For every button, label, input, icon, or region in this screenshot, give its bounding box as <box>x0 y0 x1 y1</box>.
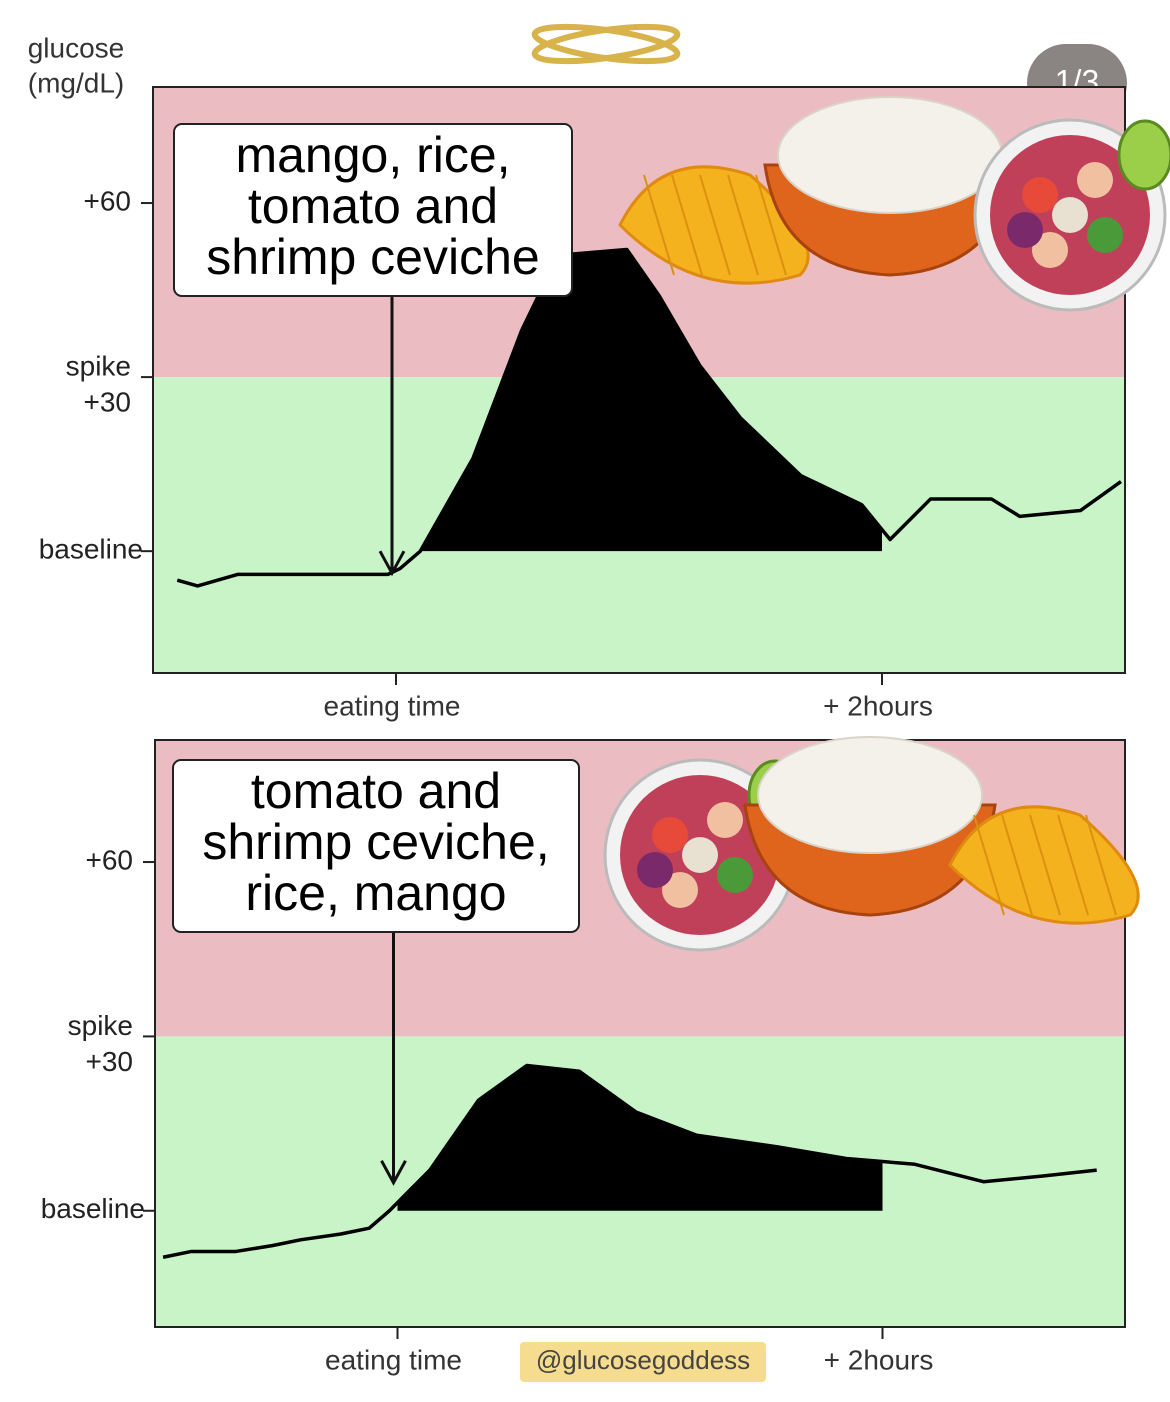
excess-area <box>396 249 882 552</box>
x-tick-label: + 2hours <box>824 1344 934 1375</box>
annotation-box <box>172 759 580 933</box>
ceviche-bit <box>1052 197 1088 233</box>
y-axis-title: (mg/dL) <box>28 67 124 98</box>
annotation-text: tomato and <box>251 763 501 819</box>
x-tick-label: eating time <box>324 690 461 721</box>
mango-cut <box>727 174 759 276</box>
y-tick-label: baseline <box>41 1193 145 1224</box>
y-tick-label: baseline <box>39 534 143 565</box>
y-tick-label: spike <box>66 350 131 381</box>
ceviche-bit <box>1022 177 1058 213</box>
mango-cut <box>671 174 703 276</box>
ceviche-bit <box>1032 232 1068 268</box>
y-axis-title: glucose <box>28 32 125 63</box>
mango-cut <box>643 174 675 276</box>
ceviche-bit <box>1077 162 1113 198</box>
y-tick-label: +60 <box>84 185 132 216</box>
mango-cut <box>755 174 787 276</box>
ceviche-bit <box>637 852 673 888</box>
mango-cut <box>1057 814 1089 916</box>
halo <box>531 23 681 65</box>
ceviche-bit <box>1087 217 1123 253</box>
food-ceviche <box>973 118 1170 312</box>
credit: @glucosegoddess <box>536 1345 750 1375</box>
x-tick-label: eating time <box>325 1344 462 1375</box>
rice <box>777 96 1003 214</box>
annotation-text: rice, mango <box>245 865 506 921</box>
arrow-head <box>378 550 406 577</box>
plot-frame <box>154 739 1126 1328</box>
ceviche-bit <box>717 857 753 893</box>
mango-cut <box>1001 814 1033 916</box>
annotation-text: shrimp ceviche, <box>202 814 549 870</box>
annotation-text: shrimp ceviche <box>206 229 539 285</box>
mango-cut <box>1085 814 1117 916</box>
ceviche-bit <box>682 837 718 873</box>
x-tick-label: + 2hours <box>823 690 933 721</box>
food-rice <box>763 96 1017 277</box>
annotation-text: tomato and <box>248 178 498 234</box>
ceviche-bit <box>707 802 743 838</box>
rice <box>757 736 983 854</box>
ceviche-bit <box>652 817 688 853</box>
excess-area <box>397 1065 883 1211</box>
mango-cut <box>973 814 1005 916</box>
charts: baseline spike +30 +60 eating time + 2hours gl… <box>28 32 1170 1375</box>
y-tick-label: spike <box>68 1010 133 1041</box>
annotation-box <box>173 123 573 297</box>
food-mango <box>948 805 1140 925</box>
credit-bg <box>520 1342 766 1382</box>
plot-frame <box>152 86 1126 674</box>
y-tick-label: +60 <box>86 844 134 875</box>
lime <box>1117 119 1170 191</box>
glucose-line <box>162 1063 1097 1259</box>
ceviche-bit <box>1007 212 1043 248</box>
mango-cut <box>1029 814 1061 916</box>
glucose-line <box>176 247 1122 588</box>
y-tick-label: +30 <box>84 386 132 417</box>
mango-cut <box>699 174 731 276</box>
arrow-head <box>380 1160 407 1186</box>
annotation-text: mango, rice, <box>235 127 510 183</box>
y-tick-label: +30 <box>86 1046 134 1077</box>
ceviche-bit <box>662 872 698 908</box>
